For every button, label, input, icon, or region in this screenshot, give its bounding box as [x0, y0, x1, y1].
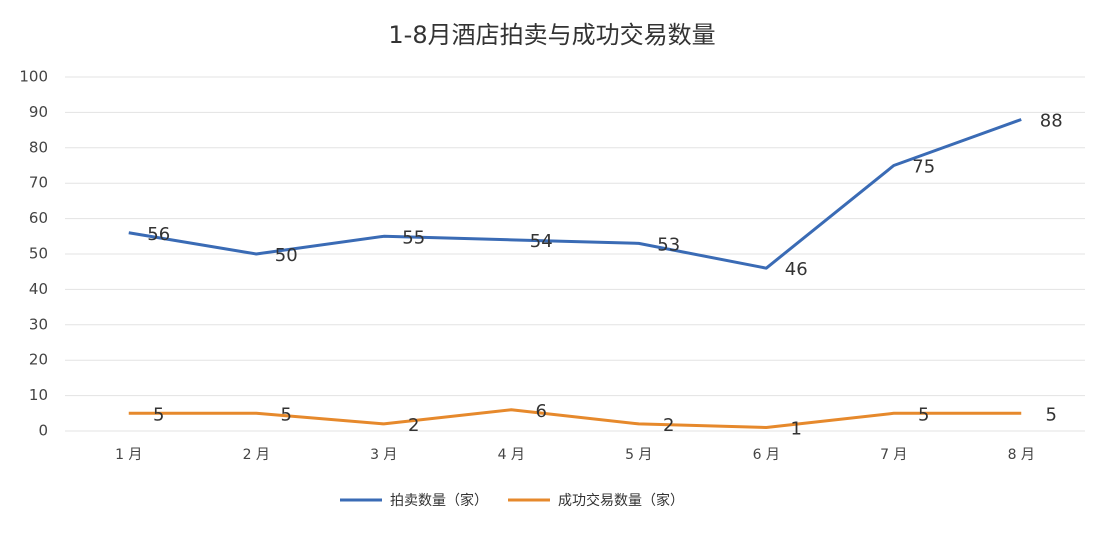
data-label: 2	[408, 415, 419, 436]
y-tick-label: 50	[29, 245, 48, 263]
data-label: 56	[147, 224, 170, 245]
y-tick-label: 20	[29, 351, 48, 369]
data-label: 54	[530, 231, 553, 252]
x-tick-label: 6 月	[753, 447, 780, 463]
y-tick-label: 90	[29, 103, 48, 121]
x-tick-label: 5 月	[625, 447, 652, 463]
legend-label: 成功交易数量（家）	[558, 492, 684, 509]
data-label: 6	[536, 401, 547, 422]
data-label: 1	[791, 418, 802, 439]
x-tick-label: 1 月	[115, 447, 142, 463]
chart-title: 1-8月酒店拍卖与成功交易数量	[388, 21, 715, 49]
data-label: 5	[281, 404, 292, 425]
data-label: 88	[1040, 110, 1063, 131]
legend-label: 拍卖数量（家）	[390, 492, 488, 509]
x-tick-label: 4 月	[498, 447, 525, 463]
x-tick-label: 7 月	[880, 447, 907, 463]
y-tick-label: 80	[29, 138, 48, 156]
data-label: 50	[275, 245, 298, 266]
data-label: 46	[785, 259, 808, 280]
x-tick-label: 2 月	[243, 447, 270, 463]
data-label: 55	[402, 227, 425, 248]
data-label: 5	[1046, 404, 1057, 425]
y-tick-label: 0	[38, 422, 48, 440]
x-tick-label: 8 月	[1008, 447, 1035, 463]
y-tick-label: 40	[29, 280, 48, 298]
y-tick-label: 70	[29, 174, 48, 192]
data-label: 75	[912, 157, 935, 178]
series-line	[128, 118, 1022, 270]
data-label: 5	[918, 404, 929, 425]
data-label: 2	[663, 415, 674, 436]
y-tick-label: 10	[29, 386, 48, 404]
series-line	[128, 408, 1022, 429]
y-tick-label: 30	[29, 315, 48, 333]
data-label: 5	[153, 404, 164, 425]
data-label: 53	[657, 234, 680, 255]
y-tick-label: 60	[29, 209, 48, 227]
x-tick-label: 3 月	[370, 447, 397, 463]
y-tick-label: 100	[19, 68, 48, 86]
